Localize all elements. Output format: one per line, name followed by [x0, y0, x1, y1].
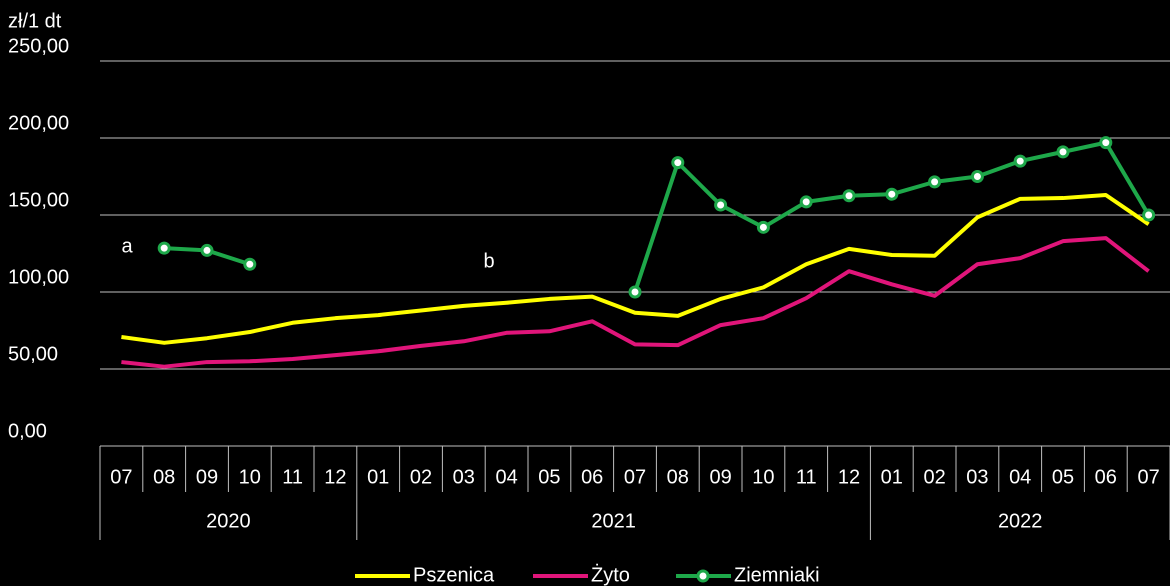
x-tick-label: 03: [966, 466, 988, 488]
x-tick-label: 10: [752, 466, 774, 488]
x-tick-label: 09: [709, 466, 731, 488]
series-marker: [756, 220, 770, 234]
x-tick-label: 12: [324, 466, 346, 488]
x-tick-label: 06: [581, 466, 603, 488]
series-marker: [157, 241, 171, 255]
x-tick-label: 12: [838, 466, 860, 488]
annotation: b: [483, 250, 494, 272]
series-marker: [842, 189, 856, 203]
series-marker: [671, 156, 685, 170]
series-marker: [885, 187, 899, 201]
series-marker: [243, 257, 257, 271]
x-tick-label: 07: [110, 466, 132, 488]
group-label: 2022: [998, 510, 1043, 532]
series-line: [121, 192, 1150, 345]
x-tick-label: 08: [153, 466, 175, 488]
x-tick-label: 06: [1095, 466, 1117, 488]
series-marker: [714, 198, 728, 212]
series-marker: [200, 243, 214, 257]
x-tick-label: 09: [196, 466, 218, 488]
x-tick-label: 02: [923, 466, 945, 488]
annotation: a: [121, 235, 133, 257]
y-axis-label: zł/1 dt: [8, 10, 62, 32]
legend-label: Pszenica: [413, 564, 495, 586]
legend-label: Żyto: [591, 563, 630, 586]
series-line: [121, 236, 1150, 369]
x-tick-label: 07: [624, 466, 646, 488]
y-tick-label: 100,00: [8, 266, 69, 288]
y-tick-label: 50,00: [8, 343, 58, 365]
y-tick-label: 200,00: [8, 112, 69, 134]
x-tick-label: 04: [495, 466, 517, 488]
y-tick-label: 150,00: [8, 189, 69, 211]
x-tick-label: 05: [1052, 466, 1074, 488]
group-label: 2020: [206, 510, 251, 532]
series-marker: [928, 175, 942, 189]
series-marker: [799, 195, 813, 209]
series-marker: [628, 285, 642, 299]
series-marker: [1013, 154, 1027, 168]
x-tick-label: 03: [453, 466, 475, 488]
x-tick-label: 01: [881, 466, 903, 488]
series-marker: [1056, 145, 1070, 159]
x-tick-label: 01: [367, 466, 389, 488]
x-tick-label: 10: [239, 466, 261, 488]
x-tick-label: 05: [538, 466, 560, 488]
series-line: [164, 140, 1151, 293]
series-marker: [1142, 208, 1156, 222]
x-tick-label: 11: [282, 466, 303, 488]
y-tick-label: 250,00: [8, 35, 69, 57]
x-tick-label: 04: [1009, 466, 1031, 488]
legend-label: Ziemniaki: [734, 564, 820, 586]
group-label: 2021: [591, 510, 636, 532]
series-marker: [970, 170, 984, 183]
series-marker: [1099, 136, 1113, 150]
x-tick-label: 11: [796, 466, 817, 488]
y-tick-label: 0,00: [8, 420, 47, 442]
legend-marker: [696, 569, 710, 583]
x-tick-label: 08: [667, 466, 689, 488]
x-tick-label: 07: [1137, 466, 1159, 488]
x-tick-label: 02: [410, 466, 432, 488]
